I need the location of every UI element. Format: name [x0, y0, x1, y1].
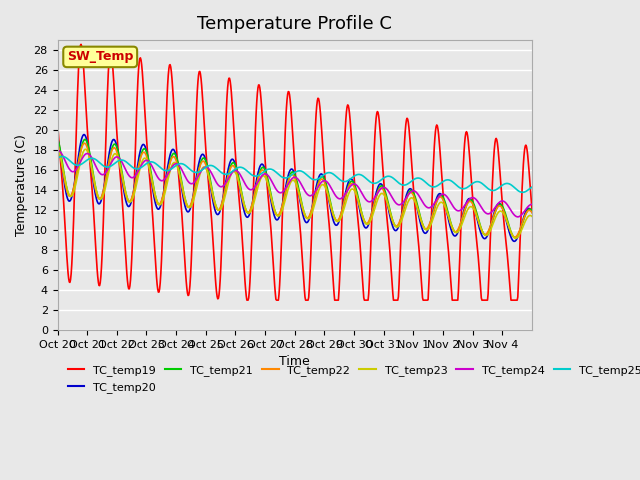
- TC_temp22: [370, 203, 378, 209]
- Text: SW_Temp: SW_Temp: [67, 50, 133, 63]
- TC_temp21: [109, 143, 117, 148]
- TC_temp23: [512, 235, 520, 241]
- Line: TC_temp25: TC_temp25: [58, 156, 532, 192]
- TC_temp22: [196, 162, 204, 168]
- TC_temp20: [528, 209, 536, 215]
- Y-axis label: Temperature (C): Temperature (C): [15, 134, 28, 236]
- TC_temp25: [239, 165, 246, 170]
- TC_temp22: [343, 188, 351, 194]
- TC_temp19: [110, 80, 118, 85]
- TC_temp21: [220, 193, 228, 199]
- TC_temp23: [54, 144, 61, 149]
- TC_temp19: [54, 119, 61, 124]
- TC_temp24: [196, 169, 204, 175]
- TC_temp24: [109, 157, 117, 163]
- TC_temp20: [239, 201, 246, 207]
- TC_temp21: [54, 135, 61, 141]
- TC_temp19: [344, 103, 352, 108]
- TC_temp19: [197, 76, 205, 82]
- TC_temp24: [528, 202, 536, 207]
- Line: TC_temp20: TC_temp20: [58, 134, 532, 241]
- TC_temp24: [220, 182, 228, 188]
- TC_temp23: [370, 209, 378, 215]
- TC_temp20: [221, 186, 228, 192]
- TC_temp19: [221, 155, 228, 161]
- TC_temp20: [197, 153, 205, 159]
- TC_temp23: [343, 195, 351, 201]
- TC_temp19: [77, 41, 85, 47]
- TC_temp22: [528, 210, 536, 216]
- TC_temp25: [221, 171, 228, 177]
- TC_temp19: [528, 207, 536, 213]
- TC_temp21: [528, 208, 536, 214]
- TC_temp23: [528, 214, 536, 219]
- TC_temp25: [528, 184, 536, 190]
- TC_temp25: [344, 178, 351, 184]
- TC_temp25: [54, 156, 61, 161]
- TC_temp25: [197, 168, 205, 174]
- TC_temp21: [238, 191, 246, 197]
- TC_temp21: [196, 160, 204, 166]
- Line: TC_temp22: TC_temp22: [58, 143, 532, 237]
- TC_temp24: [343, 188, 351, 194]
- Line: TC_temp21: TC_temp21: [58, 138, 532, 238]
- TC_temp19: [371, 133, 379, 139]
- TC_temp23: [109, 153, 117, 158]
- TC_temp25: [110, 161, 118, 167]
- TC_temp24: [54, 147, 61, 153]
- TC_temp22: [109, 145, 117, 151]
- TC_temp21: [370, 204, 378, 210]
- TC_temp23: [220, 198, 228, 204]
- TC_temp23: [196, 170, 204, 176]
- TC_temp20: [371, 198, 378, 204]
- TC_temp22: [238, 194, 246, 200]
- TC_temp25: [371, 180, 378, 186]
- TC_temp22: [54, 140, 61, 146]
- TC_temp22: [220, 192, 228, 198]
- TC_temp20: [344, 181, 351, 187]
- TC_temp20: [510, 239, 518, 244]
- TC_temp24: [514, 214, 522, 220]
- TC_temp21: [343, 188, 351, 194]
- TC_temp22: [511, 234, 518, 240]
- X-axis label: Time: Time: [280, 355, 310, 369]
- TC_temp25: [519, 190, 527, 195]
- Legend: TC_temp19, TC_temp20, TC_temp21, TC_temp22, TC_temp23, TC_temp24, TC_temp25: TC_temp19, TC_temp20, TC_temp21, TC_temp…: [63, 361, 640, 397]
- Line: TC_temp19: TC_temp19: [58, 44, 532, 300]
- TC_temp23: [238, 192, 246, 198]
- TC_temp20: [54, 134, 61, 140]
- TC_temp20: [80, 132, 88, 137]
- TC_temp19: [244, 297, 252, 303]
- TC_temp24: [370, 196, 378, 202]
- TC_temp24: [238, 175, 246, 180]
- Line: TC_temp24: TC_temp24: [58, 150, 532, 217]
- TC_temp21: [511, 235, 519, 240]
- TC_temp20: [110, 137, 118, 143]
- TC_temp19: [239, 240, 246, 246]
- Line: TC_temp23: TC_temp23: [58, 146, 532, 238]
- Title: Temperature Profile C: Temperature Profile C: [197, 15, 392, 33]
- TC_temp25: [59, 154, 67, 159]
